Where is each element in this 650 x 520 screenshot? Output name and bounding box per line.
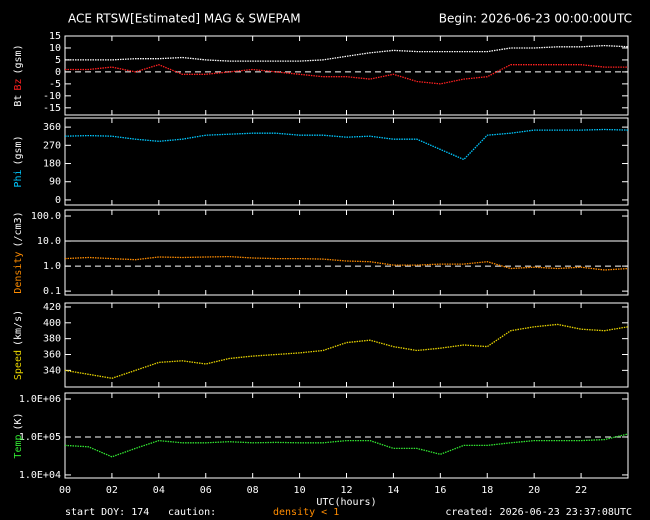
y-axis-label: Phi (gsm) [13, 135, 24, 187]
caution-label: caution: [168, 507, 216, 518]
x-tick-label: 06 [200, 485, 212, 496]
y-tick-label: 1.0E+06 [19, 394, 61, 405]
x-tick-label: 18 [481, 485, 493, 496]
x-axis-label: UTC(hours) [316, 497, 376, 508]
y-axis-label-part: (K) [13, 412, 24, 430]
y-tick-label: 400 [43, 318, 61, 329]
y-tick-label: -15 [43, 103, 61, 114]
y-axis-label: Density (/cm3) [13, 211, 24, 293]
created-time: created: 2026-06-23 23:37:08UTC [445, 507, 632, 518]
panel-frame [64, 302, 629, 388]
y-axis-label-part: (km/s) [13, 310, 24, 346]
data-line [64, 433, 629, 458]
y-axis-label: Bt Bz (gsm) [13, 44, 24, 106]
y-axis-label-part: Phi [13, 170, 24, 188]
data-line [64, 255, 629, 271]
y-tick-label: 180 [43, 159, 61, 170]
y-axis-label-part: (gsm) [13, 135, 24, 165]
chart-title: ACE RTSW[Estimated] MAG & SWEPAM [68, 12, 301, 26]
y-tick-label: 420 [43, 302, 61, 313]
y-tick-label: 0 [55, 67, 61, 78]
y-axis-label-part: (gsm) [13, 44, 24, 74]
y-tick-label: 10.0 [37, 236, 61, 247]
y-axis-label-part: (/cm3) [13, 211, 24, 247]
x-tick-label: 12 [340, 485, 352, 496]
y-tick-label: -5 [49, 79, 61, 90]
x-tick-label: 14 [387, 485, 399, 496]
begin-time: Begin: 2026-06-23 00:00:00UTC [439, 12, 632, 26]
caution-note: density < 1 [273, 507, 339, 518]
y-tick-label: 1.0 [43, 261, 61, 272]
y-tick-label: 380 [43, 334, 61, 345]
y-axis-label: Temp (K) [13, 412, 24, 458]
y-tick-label: 360 [43, 350, 61, 361]
panel-frame [64, 392, 629, 479]
y-tick-label: 340 [43, 365, 61, 376]
y-axis-label-part: Bt [13, 95, 24, 107]
y-axis-label-part: Temp [13, 434, 24, 458]
x-tick-label: 16 [434, 485, 446, 496]
y-axis-label-part: Bz [13, 79, 24, 91]
y-tick-label: 15 [49, 31, 61, 42]
y-tick-label: 90 [49, 177, 61, 188]
x-tick-label: 00 [59, 485, 71, 496]
data-line [64, 128, 629, 161]
panel-frame [64, 209, 629, 296]
data-line [65, 64, 628, 85]
y-tick-label: 1.0E+04 [19, 470, 61, 481]
x-tick-label: 04 [153, 485, 165, 496]
x-tick-label: 02 [106, 485, 118, 496]
y-tick-label: 0 [55, 195, 61, 206]
y-tick-label: 1.0E+05 [19, 432, 61, 443]
y-axis-label-part: Speed [13, 350, 24, 380]
y-tick-label: 360 [43, 122, 61, 133]
y-tick-label: 10 [49, 43, 61, 54]
data-line [65, 44, 629, 62]
y-axis-label-part: Density [13, 251, 24, 293]
y-tick-label: 100.0 [31, 211, 61, 222]
panel-frame [64, 117, 629, 206]
y-tick-label: 0.1 [43, 286, 61, 297]
x-tick-label: 08 [247, 485, 259, 496]
y-tick-label: 270 [43, 140, 61, 151]
y-tick-label: 5 [55, 55, 61, 66]
x-tick-label: 20 [528, 485, 540, 496]
data-line [64, 323, 629, 379]
x-tick-label: 10 [294, 485, 306, 496]
start-doy: start DOY: 174 [65, 507, 149, 518]
x-tick-label: 22 [575, 485, 587, 496]
panel-frame [64, 35, 629, 116]
y-tick-label: -10 [43, 91, 61, 102]
y-axis-label: Speed (km/s) [13, 310, 24, 380]
